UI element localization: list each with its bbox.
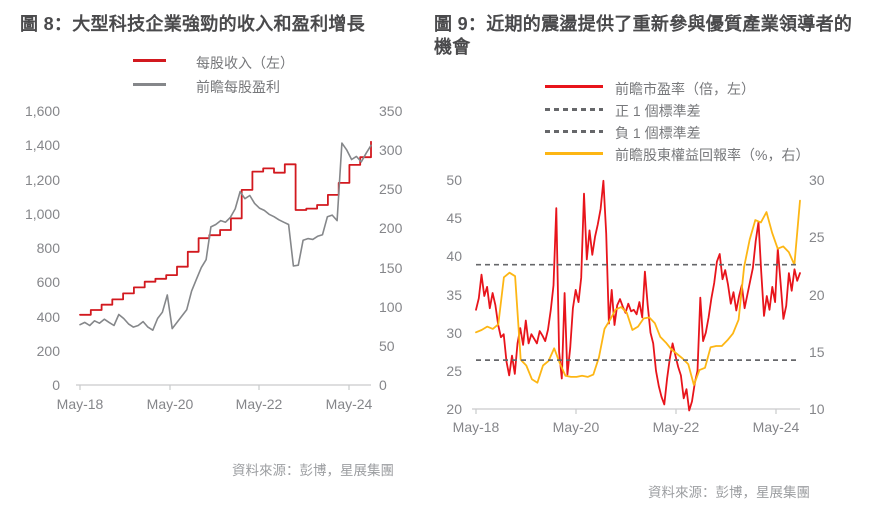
left-axis-tick-label: 1,200 [24,171,60,188]
left-axis-tick-label: 20 [446,401,462,417]
left-axis-tick-label: 600 [36,274,60,291]
figure9-legend-swatch-plus1sd [545,108,603,111]
left-axis-tick-label: 45 [446,210,462,227]
x-axis-tick-label: May-18 [56,396,104,412]
right-axis-tick-label: 0 [379,377,387,393]
x-axis-tick-label: May-20 [146,396,194,412]
x-axis-tick-label: May-20 [552,419,600,435]
left-axis-tick-label: 0 [52,377,60,393]
left-axis-tick-label: 400 [36,308,60,325]
figure9-source: 資料來源：彭博，星展集團 [648,485,810,500]
right-axis-tick-label: 350 [379,103,403,119]
x-axis-tick-label: May-18 [452,419,500,435]
series-line-0 [79,140,372,316]
x-axis-tick-label: May-24 [325,396,373,412]
right-axis-tick-label: 25 [809,229,825,246]
figure9-title: 圖 9：近期的震盪提供了重新參與優質產業領導者的機會 [434,14,853,57]
left-axis-tick-label: 30 [446,324,462,341]
right-axis-tick-label: 10 [809,401,825,417]
figure8-legend-label-revenue: 每股收入（左） [196,55,294,71]
left-axis-tick-label: 35 [446,286,462,303]
figure9-legend-swatch-minus1sd [545,130,603,133]
right-axis-tick-label: 250 [379,181,403,198]
figure8-legend-swatch-revenue [133,59,166,62]
right-axis-tick-label: 300 [379,142,403,159]
right-axis-tick-label: 150 [379,259,403,276]
figure8-source: 資料來源：彭博，星展集團 [232,463,394,478]
left-axis-tick-label: 25 [446,362,462,379]
right-axis-tick-label: 50 [379,337,395,354]
figure8-legend-swatch-eps [133,83,166,86]
figure9-legend-swatch-pe [545,85,603,88]
right-axis-tick-label: 200 [379,220,403,237]
x-axis-tick-label: May-24 [752,419,800,435]
series-line-1 [475,199,801,386]
right-axis-tick-label: 15 [809,343,825,360]
left-axis-tick-label: 50 [446,172,462,188]
right-axis-tick-label: 30 [809,172,825,188]
left-axis-tick-label: 1,400 [24,137,60,154]
figure8-legend-label-eps: 前瞻每股盈利 [196,79,280,95]
left-axis-tick-label: 1,000 [24,205,60,222]
right-axis-tick-label: 20 [809,286,825,303]
left-axis-tick-label: 200 [36,342,60,359]
left-axis-tick-label: 40 [446,248,462,265]
right-axis-tick-label: 100 [379,298,403,315]
figure9-legend-label-roe: 前瞻股東權益回報率（%，右） [615,147,810,163]
x-axis-tick-label: May-22 [235,396,283,412]
figure9-legend-label-plus1sd: 正 1 個標準差 [615,103,701,119]
left-axis-tick-label: 1,600 [24,103,60,119]
figure9-legend-label-pe: 前瞻市盈率（倍，左） [615,81,755,97]
figure9-legend-swatch-roe [545,152,603,155]
left-axis-tick-label: 800 [36,240,60,256]
series-line-0 [475,179,801,412]
figure8-title: 圖 8：大型科技企業強勁的收入和盈利增長 [20,14,366,34]
figure9-legend-label-minus1sd: 負 1 個標準差 [615,125,701,141]
x-axis-tick-label: May-22 [652,419,700,435]
series-line-1 [79,142,372,331]
